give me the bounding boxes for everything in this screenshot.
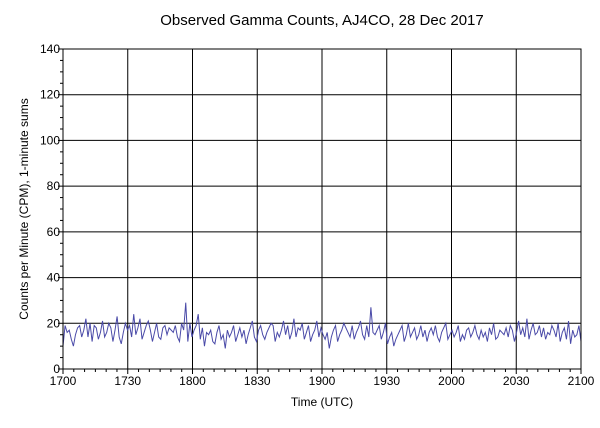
x-tick-label: 1930 [373, 374, 400, 388]
y-tick-label: 0 [53, 362, 60, 376]
x-tick-labels: 1700 1730 1800 1830 1900 1930 2000 2030 2100 [50, 369, 595, 388]
x-tick-label: 1900 [309, 374, 336, 388]
y-tick-label: 140 [40, 42, 60, 56]
y-tick-labels: 0 20 40 60 80 100 120 140 [40, 42, 63, 376]
y-tick-label: 80 [47, 179, 61, 193]
x-axis-label: Time (UTC) [291, 395, 353, 409]
y-tick-label: 100 [40, 133, 60, 147]
x-tick-label: 2030 [503, 374, 530, 388]
x-tick-label: 1730 [114, 374, 141, 388]
y-tick-label: 40 [47, 271, 61, 285]
x-tick-label: 1830 [244, 374, 271, 388]
y-tick-label: 60 [47, 225, 61, 239]
x-tick-label: 2000 [438, 374, 465, 388]
series-layer [62, 302, 582, 349]
chart-title: Observed Gamma Counts, AJ4CO, 28 Dec 201… [160, 12, 484, 29]
series-line-0 [62, 302, 582, 349]
y-tick-label: 20 [47, 316, 61, 330]
y-axis-label: Counts per Minute (CPM), 1-minute sums [17, 98, 31, 319]
x-tick-label: 2100 [568, 374, 595, 388]
x-tick-label: 1700 [50, 374, 77, 388]
grid-lines [63, 49, 581, 369]
x-tick-label: 1800 [179, 374, 206, 388]
y-tick-label: 120 [40, 88, 60, 102]
